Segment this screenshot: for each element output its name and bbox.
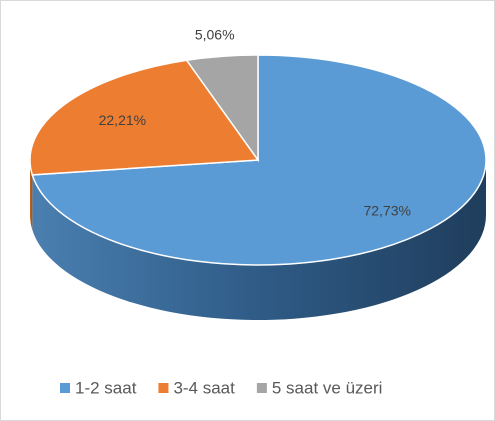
legend-marker — [158, 383, 169, 393]
legend-marker — [256, 383, 267, 393]
pie-slice — [185, 54, 259, 163]
legend-label: 1-2 saat — [75, 378, 137, 397]
pie: 72,73% 22,21% 5,06% — [29, 26, 487, 320]
data-label: 72,73% — [363, 202, 410, 218]
legend-label: 5 saat ve üzeri — [272, 378, 383, 397]
pie-side — [32, 160, 486, 320]
legend-label: 3-4 saat — [173, 378, 235, 397]
pie-side — [30, 160, 33, 230]
pie-slice — [29, 59, 260, 176]
legend: 1-2 saat 3-4 saat 5 saat ve üzeri — [60, 378, 382, 397]
pie-slice — [31, 54, 487, 266]
data-label: 5,06% — [195, 26, 235, 42]
data-label: 22,21% — [99, 112, 146, 128]
legend-marker — [60, 383, 70, 393]
